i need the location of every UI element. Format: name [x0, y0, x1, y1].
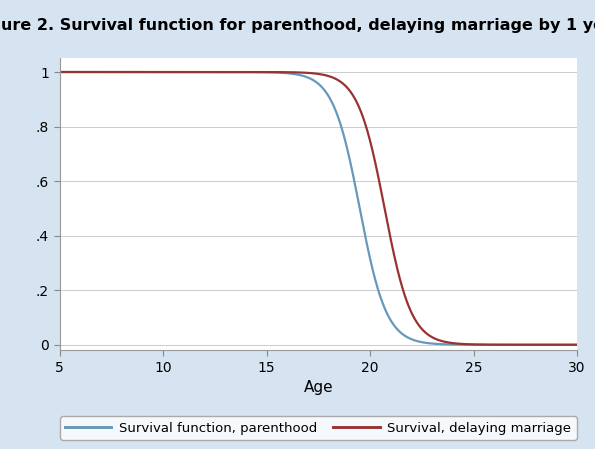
Survival, delaying marriage	[56, 69, 63, 75]
Survival, delaying marriage	[109, 69, 116, 75]
Survival function, parenthood	[109, 69, 116, 75]
Survival, delaying marriage	[574, 342, 581, 348]
Survival function, parenthood	[265, 70, 273, 75]
Line: Survival function, parenthood: Survival function, parenthood	[60, 72, 577, 345]
Survival, delaying marriage	[284, 70, 291, 75]
X-axis label: Age: Age	[303, 380, 333, 395]
Survival function, parenthood	[459, 342, 466, 348]
Text: Figure 2. Survival function for parenthood, delaying marriage by 1 year: Figure 2. Survival function for parentho…	[0, 18, 595, 33]
Survival, delaying marriage	[459, 341, 466, 347]
Survival function, parenthood	[574, 342, 581, 348]
Survival function, parenthood	[284, 70, 291, 76]
Survival function, parenthood	[411, 338, 418, 343]
Legend: Survival function, parenthood, Survival, delaying marriage: Survival function, parenthood, Survival,…	[60, 416, 577, 440]
Survival, delaying marriage	[411, 317, 418, 322]
Survival function, parenthood	[56, 69, 63, 75]
Survival, delaying marriage	[265, 69, 273, 75]
Line: Survival, delaying marriage: Survival, delaying marriage	[60, 72, 577, 345]
Survival, delaying marriage	[469, 342, 476, 347]
Survival function, parenthood	[469, 342, 476, 348]
